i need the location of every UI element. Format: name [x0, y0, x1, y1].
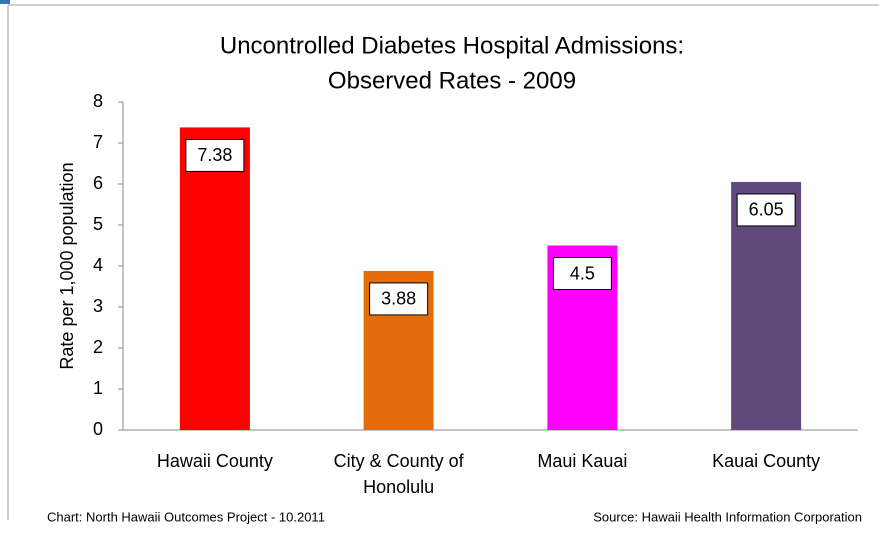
y-tick-label: 1: [93, 378, 103, 398]
value-label-box: [552, 257, 612, 290]
value-label: 3.88: [381, 289, 416, 309]
y-axis-label: Rate per 1,000 population: [57, 162, 77, 369]
y-tick-label: 5: [93, 214, 103, 234]
footnote: Chart: North Hawaii Outcomes Project - 1…: [47, 509, 325, 524]
value-label-box: [736, 193, 796, 227]
y-tick-label: 2: [93, 337, 103, 357]
value-label: 4.5: [570, 263, 595, 283]
y-tick-label: 4: [93, 255, 103, 275]
y-tick-label: 6: [93, 173, 103, 193]
footnote: Source: Hawaii Health Information Corpor…: [593, 509, 862, 524]
frame-mark: [0, 0, 10, 4]
x-tick-label: City & County of Honolulu: [334, 451, 465, 497]
value-label: 7.38: [197, 145, 232, 165]
y-tick-label: 3: [93, 296, 103, 316]
chart-title: Observed Rates - 2009: [328, 67, 576, 94]
x-tick-label: Hawaii County: [157, 451, 273, 471]
y-tick-label: 7: [93, 132, 103, 152]
y-tick-label: 0: [93, 419, 103, 439]
x-tick-label: Kauai County: [712, 451, 820, 471]
x-tick-label: Maui Kauai: [537, 451, 627, 471]
value-label-box: [369, 282, 429, 316]
value-label-box: [185, 138, 245, 172]
y-tick-label: 8: [93, 91, 103, 111]
chart-title: Uncontrolled Diabetes Hospital Admission…: [220, 32, 684, 59]
value-label: 6.05: [749, 200, 784, 220]
bar: [179, 127, 250, 431]
